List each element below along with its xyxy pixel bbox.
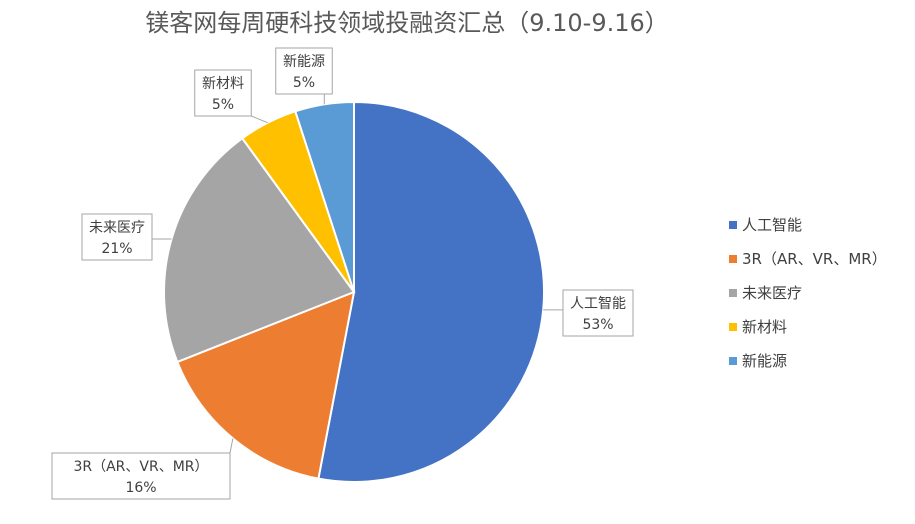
slice-label-name-2: 未来医疗 xyxy=(89,220,145,236)
legend-swatch-3 xyxy=(729,323,737,331)
legend-swatch-1 xyxy=(729,255,737,263)
slice-label-value-0: 53% xyxy=(582,317,613,333)
slice-label-value-3: 5% xyxy=(212,97,234,113)
chart-title: 镁客网每周硬科技领域投融资汇总（9.10-9.16） xyxy=(145,9,669,37)
slice-label-value-2: 21% xyxy=(101,241,132,257)
label-leader-3 xyxy=(251,116,267,123)
slice-label-name-1: 3R（AR、VR、MR） xyxy=(73,459,208,475)
slice-label-name-0: 人工智能 xyxy=(570,296,626,312)
slice-label-name-3: 新材料 xyxy=(202,76,244,92)
legend-item-2: 未来医疗 xyxy=(742,284,802,302)
slice-label-value-1: 16% xyxy=(125,480,156,496)
legend-item-1: 3R（AR、VR、MR） xyxy=(742,250,887,268)
slice-label-value-4: 5% xyxy=(293,75,315,91)
legend-item-0: 人工智能 xyxy=(742,216,802,234)
legend-item-4: 新能源 xyxy=(742,352,787,370)
legend-item-3: 新材料 xyxy=(742,318,787,336)
legend-swatch-0 xyxy=(729,221,737,229)
label-leader-1 xyxy=(230,438,233,453)
legend-swatch-2 xyxy=(729,289,737,297)
slice-label-name-4: 新能源 xyxy=(283,54,325,70)
legend-swatch-4 xyxy=(729,357,737,365)
pie-slices xyxy=(164,102,544,482)
